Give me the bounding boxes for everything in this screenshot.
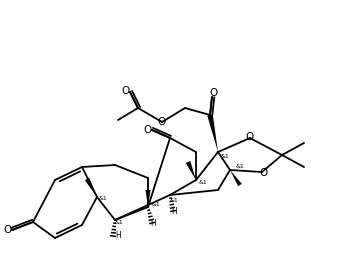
Text: H: H xyxy=(150,218,156,227)
Text: &1: &1 xyxy=(170,198,178,202)
Polygon shape xyxy=(146,190,151,207)
Text: &1: &1 xyxy=(220,155,230,159)
Text: H: H xyxy=(171,207,177,215)
Text: O: O xyxy=(209,88,217,98)
Text: O: O xyxy=(259,168,267,178)
Text: O: O xyxy=(158,117,166,127)
Text: O: O xyxy=(144,125,152,135)
Polygon shape xyxy=(85,178,97,197)
Text: O: O xyxy=(122,86,130,96)
Polygon shape xyxy=(186,161,196,180)
Text: &1: &1 xyxy=(98,196,108,201)
Text: &1: &1 xyxy=(152,202,160,207)
Text: &1: &1 xyxy=(115,219,123,224)
Text: O: O xyxy=(4,225,12,235)
Text: O: O xyxy=(246,132,254,142)
Text: H: H xyxy=(115,232,121,241)
Polygon shape xyxy=(207,115,218,152)
Text: &1: &1 xyxy=(236,164,244,170)
Text: &1: &1 xyxy=(199,179,207,184)
Polygon shape xyxy=(230,170,242,186)
